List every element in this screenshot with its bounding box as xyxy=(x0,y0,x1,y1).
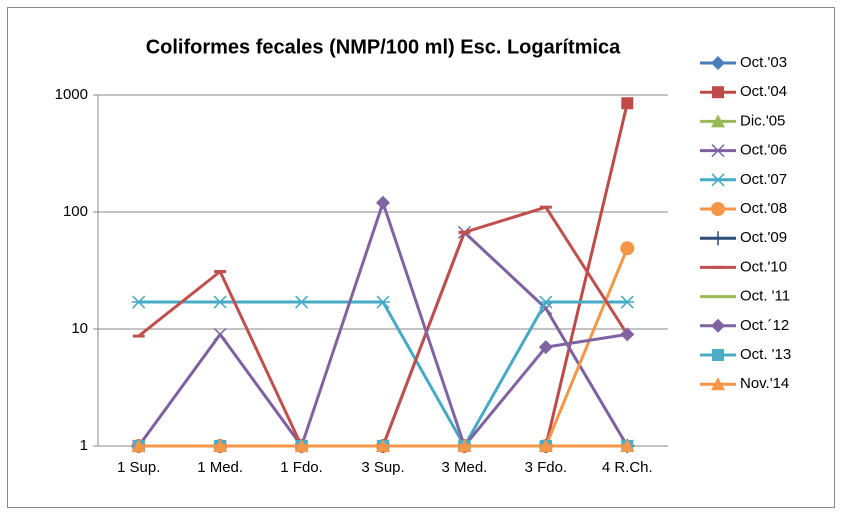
legend-label: Dic.'05 xyxy=(740,112,785,129)
legend-entry: Oct.'03 xyxy=(700,54,787,71)
marker xyxy=(620,327,635,342)
marker xyxy=(621,97,634,110)
legend-label: Oct.´12 xyxy=(740,317,789,334)
legend-label: Oct.'10 xyxy=(740,258,787,275)
legend-label: Nov.'14 xyxy=(740,375,789,392)
y-tick-label: 1 xyxy=(80,437,88,454)
legend-entry: Oct. '11 xyxy=(700,288,790,305)
legend-label: Oct.'03 xyxy=(740,54,787,71)
x-tick-label: 1 Sup. xyxy=(117,459,160,476)
legend-label: Oct.'07 xyxy=(740,171,787,188)
marker xyxy=(294,295,309,309)
marker xyxy=(376,195,390,210)
legend-entry: Oct.´12 xyxy=(700,317,789,334)
legend-marker xyxy=(712,86,724,99)
legend-entry: Oct.'10 xyxy=(700,258,787,275)
marker xyxy=(294,439,309,452)
y-tick-label: 1000 xyxy=(55,86,88,103)
legend-entry: Oct.'08 xyxy=(700,200,787,217)
marker xyxy=(131,439,146,452)
legend-marker xyxy=(711,114,725,128)
legend-label: Oct. '11 xyxy=(740,288,790,305)
legend-label: Oct.'08 xyxy=(740,200,787,217)
y-tick-label: 100 xyxy=(63,203,88,220)
marker xyxy=(620,295,635,309)
marker xyxy=(538,439,553,452)
legend-marker xyxy=(711,144,725,158)
marker xyxy=(620,241,635,256)
marker xyxy=(538,340,553,355)
legend-marker xyxy=(711,56,725,70)
x-tick-label: 3 Sup. xyxy=(361,459,404,476)
x-tick-label: 4 R.Ch. xyxy=(602,459,653,476)
marker xyxy=(131,295,146,309)
legend-marker xyxy=(711,231,725,246)
legend-entry: Oct. '13 xyxy=(700,346,791,363)
x-tick-label: 1 Med. xyxy=(197,459,243,476)
x-tick-label: 3 Med. xyxy=(441,459,487,476)
y-tick-label: 10 xyxy=(71,320,88,337)
legend-marker xyxy=(711,377,725,391)
legend-entry: Oct.'07 xyxy=(700,171,787,188)
marker xyxy=(457,439,472,452)
chart-title: Coliformes fecales (NMP/100 ml) Esc. Log… xyxy=(146,36,621,58)
marker xyxy=(213,295,228,309)
marker xyxy=(620,439,635,452)
legend-entry: Oct.'09 xyxy=(700,229,787,246)
legend-marker xyxy=(711,173,725,187)
legend-entry: Oct.'04 xyxy=(700,83,787,100)
marker xyxy=(213,327,227,341)
marker xyxy=(376,439,390,452)
legend-label: Oct.'04 xyxy=(740,83,787,100)
marker xyxy=(539,301,553,315)
legend-label: Oct.'09 xyxy=(740,229,787,246)
series xyxy=(131,439,635,452)
chart-border xyxy=(7,7,835,508)
x-tick-label: 1 Fdo. xyxy=(280,459,323,476)
marker xyxy=(376,295,390,309)
legend-marker xyxy=(712,349,724,361)
legend-label: Oct. '13 xyxy=(740,346,791,363)
marker xyxy=(538,295,553,309)
legend-entry: Nov.'14 xyxy=(700,375,789,392)
legend-marker xyxy=(711,202,725,216)
x-tick-label: 3 Fdo. xyxy=(525,459,568,476)
legend-entry: Oct.'06 xyxy=(700,142,787,159)
legend-label: Oct.'06 xyxy=(740,142,787,159)
marker xyxy=(213,439,228,452)
legend-entry: Dic.'05 xyxy=(700,112,785,129)
legend-marker xyxy=(711,318,725,333)
